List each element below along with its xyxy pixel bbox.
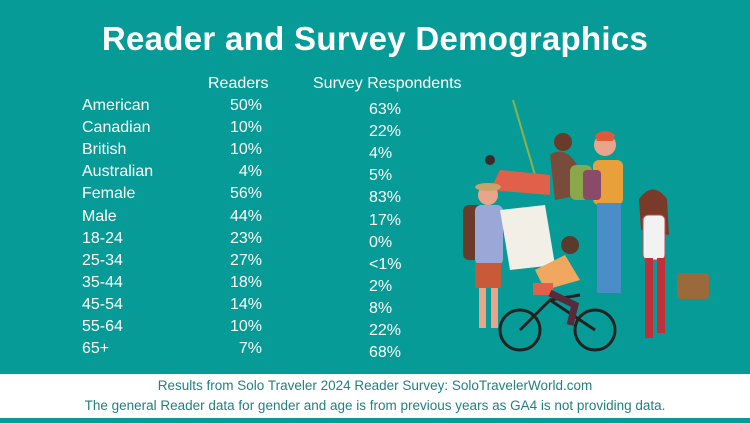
readers-value: 56% [229, 185, 262, 203]
readers-value: 27% [229, 251, 262, 269]
readers-value: 4% [238, 163, 262, 181]
readers-value: 18% [229, 273, 262, 291]
row-label: 55-64 [82, 318, 123, 335]
survey-value: 8% [369, 299, 393, 317]
table-row: British 10% 4% [82, 141, 442, 163]
survey-value: 83% [369, 189, 402, 207]
survey-value: 63% [369, 101, 402, 118]
row-label: 45-54 [82, 295, 123, 313]
table-row: Female 56% 83% [82, 185, 442, 207]
row-label: Female [82, 185, 136, 203]
readers-value: 10% [229, 318, 262, 335]
survey-value: 68% [369, 344, 402, 362]
hiker-figure [463, 183, 555, 328]
survey-value: 22% [369, 123, 402, 141]
table-row: 18-24 23% 0% [82, 230, 442, 252]
readers-value: 10% [229, 119, 262, 137]
row-label: 65+ [82, 340, 110, 358]
table-row: Canadian 10% 22% [82, 119, 442, 141]
footer: Results from Solo Traveler 2024 Reader S… [0, 374, 750, 418]
cyclist-figure [498, 236, 617, 352]
row-label: 18-24 [82, 229, 123, 247]
readers-value: 23% [229, 229, 262, 247]
readers-value: 44% [229, 207, 262, 225]
survey-value: 17% [369, 211, 402, 229]
row-label: Canadian [82, 119, 151, 137]
table-row: 45-54 14% 8% [82, 296, 442, 318]
woman-figure [639, 189, 709, 338]
climber-figure [485, 99, 592, 200]
survey-value: 4% [369, 145, 393, 163]
survey-value: 0% [369, 233, 393, 251]
photographer-figure [583, 131, 623, 293]
row-label: Australian [82, 163, 154, 181]
table-row: Male 44% 17% [82, 208, 442, 230]
row-label: 35-44 [82, 273, 123, 291]
row-label: British [82, 141, 127, 159]
column-header-readers: Readers [208, 75, 269, 92]
page-title: Reader and Survey Demographics [101, 20, 649, 57]
table-row: 65+ 7% 68% [82, 340, 442, 362]
survey-value: 2% [369, 277, 393, 295]
row-label: 25-34 [82, 251, 123, 269]
table-row: 25-34 27% <1% [82, 252, 442, 274]
bottom-bar [0, 418, 750, 423]
readers-value: 14% [229, 295, 262, 313]
readers-value: 7% [238, 340, 262, 358]
readers-value: 50% [229, 97, 262, 114]
row-label: American [82, 97, 150, 114]
readers-value: 10% [229, 141, 262, 159]
table-row: American 50% 63% [82, 97, 442, 119]
footer-note-line: The general Reader data for gender and a… [84, 398, 666, 413]
column-header-survey: Survey Respondents [313, 75, 462, 92]
survey-value: 22% [369, 322, 402, 339]
survey-value: 5% [369, 167, 393, 185]
footer-source-line: Results from Solo Traveler 2024 Reader S… [157, 378, 593, 393]
table-row: 35-44 18% 2% [82, 274, 442, 296]
survey-value: <1% [369, 255, 402, 273]
table-row: Australian 4% 5% [82, 163, 442, 185]
table-row: 55-64 10% 22% [82, 318, 442, 340]
travelers-illustration [463, 99, 709, 352]
row-label: Male [82, 207, 117, 225]
